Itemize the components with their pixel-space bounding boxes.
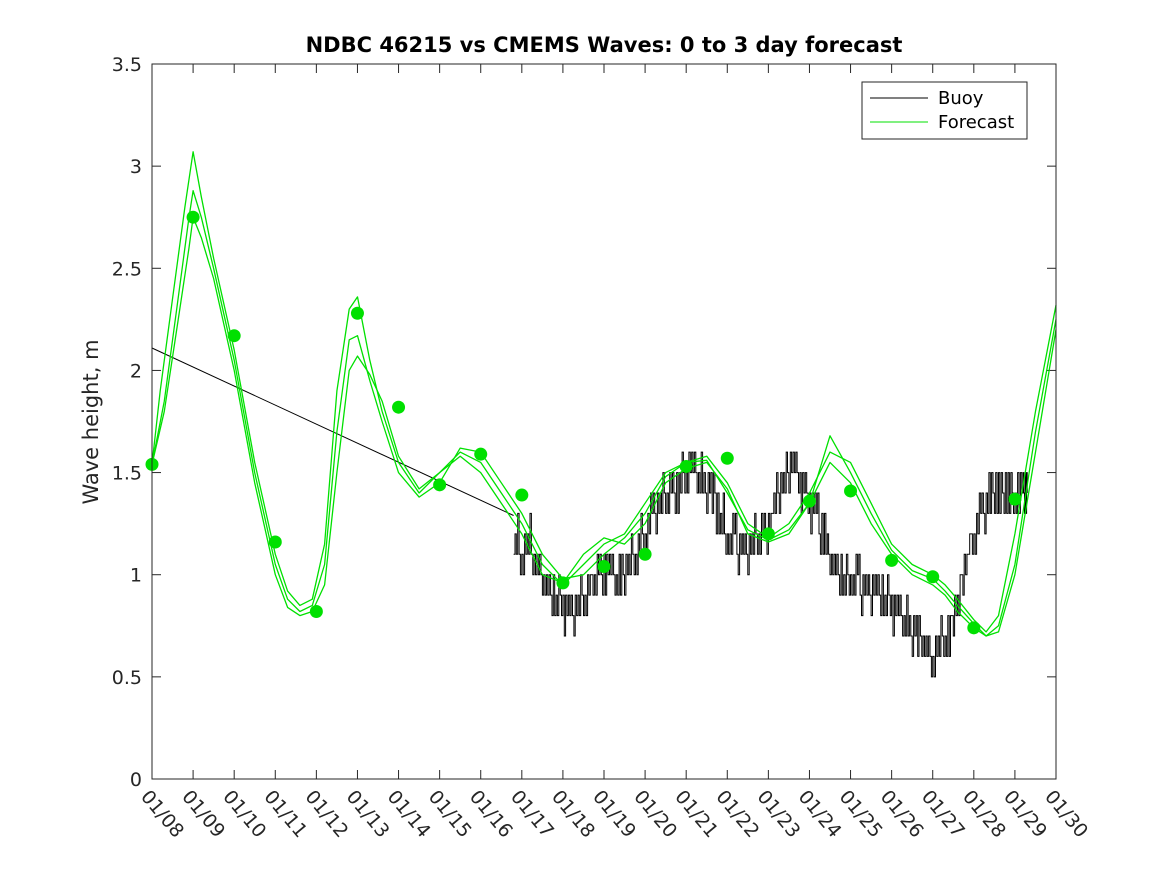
series-layer [151,151,1057,678]
plot-area [152,64,1056,779]
forecast-marker [638,547,652,561]
forecast-line-2 [151,190,1057,637]
axes-box [151,63,1057,780]
forecast-marker [309,604,323,618]
forecast-line-3 [151,216,1057,637]
forecast-marker [474,447,488,461]
y-tick-label: 1.5 [112,463,142,485]
y-tick-label: 3 [130,156,142,178]
forecast-marker [433,478,447,492]
y-tick-label: 2 [130,360,142,382]
forecast-marker [967,621,981,635]
forecast-marker [556,576,570,590]
y-tick-label: 3.5 [112,54,142,76]
y-tick-labels: 0 0.5 1 1.5 2 2.5 3 3.5 [112,54,142,791]
forecast-marker [802,494,816,508]
forecast-marker [1008,492,1022,506]
y-axis-label: Wave height, m [79,339,103,504]
y-tick-label: 0.5 [112,667,142,689]
forecast-marker [844,484,858,498]
forecast-marker [515,488,529,502]
forecast-marker [392,400,406,414]
chart-title: NDBC 46215 vs CMEMS Waves: 0 to 3 day fo… [306,33,903,57]
legend-box [861,81,1028,140]
forecast-marker [227,329,241,343]
forecast-marker [885,553,899,567]
legend-forecast-label: Forecast [938,112,1014,133]
y-tick-label: 2.5 [112,258,142,280]
y-tick-label: 1 [130,565,142,587]
buoy-line [513,451,1028,678]
forecast-marker [720,451,734,465]
forecast-marker [761,527,775,541]
y-tick-label: 0 [130,769,142,791]
forecast-marker [926,570,940,584]
forecast-marker [597,560,611,574]
forecast-marker [186,210,200,224]
forecast-marker [350,306,364,320]
axis-ticks [151,63,1057,780]
forecast-marker [679,459,693,473]
forecast-marker [268,535,282,549]
legend: Buoy Forecast [861,81,1028,140]
legend-buoy-label: Buoy [938,88,984,109]
buoy-gap-line [151,347,514,516]
